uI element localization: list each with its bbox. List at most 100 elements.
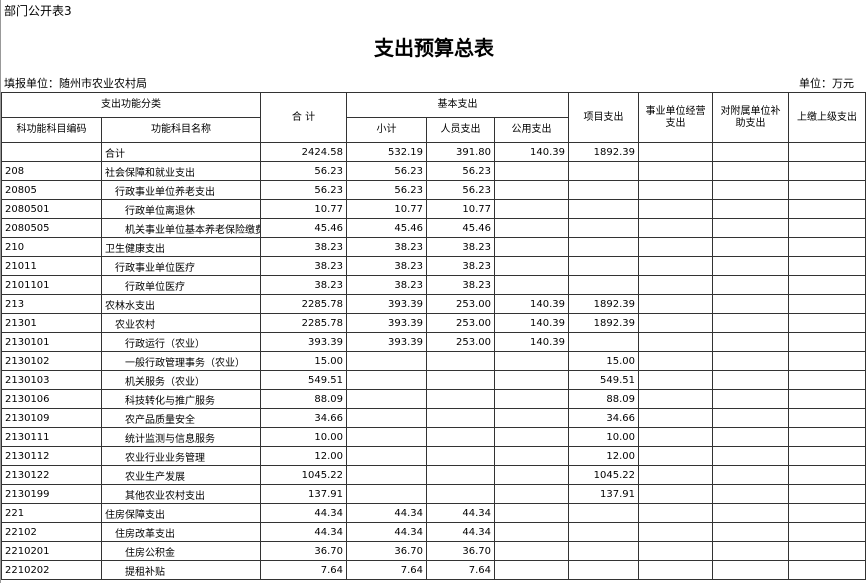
amount-cell: 88.09 — [568, 389, 640, 409]
data-row: 2130112 农业行业业务管理 12.00 12.00 — [1, 446, 866, 466]
name-cell: 住房保障支出 — [101, 503, 261, 523]
amount-cell: 2285.78 — [260, 294, 347, 314]
amount-cell: 45.46 — [260, 218, 347, 238]
amount-cell — [788, 218, 866, 238]
amount-cell — [788, 370, 866, 390]
amount-cell: 56.23 — [426, 161, 495, 181]
amount-cell — [346, 370, 427, 390]
data-row: 合计 2424.58 532.19 391.80 140.39 1892.39 — [1, 142, 866, 162]
data-row: 2130101 行政运行（农业） 393.39 393.39 253.00 140.39 — [1, 332, 866, 352]
name-cell: 其他农业农村支出 — [101, 484, 261, 504]
amount-cell: 2285.78 — [260, 313, 347, 333]
name-cell: 住房改革支出 — [101, 522, 261, 542]
amount-cell — [493, 446, 570, 466]
amount-cell — [712, 427, 790, 447]
data-row: 2130106 科技转化与推广服务 88.09 88.09 — [1, 389, 866, 409]
data-row: 210 卫生健康支出 38.23 38.23 38.23 — [1, 237, 866, 257]
code-cell: 208 — [1, 161, 102, 181]
amount-cell — [788, 408, 866, 428]
amount-cell — [712, 218, 790, 238]
amount-cell — [712, 484, 790, 504]
amount-cell — [346, 427, 427, 447]
code-cell: 22102 — [1, 522, 102, 542]
amount-cell: 7.64 — [260, 560, 347, 580]
amount-cell — [346, 408, 427, 428]
amount-cell: 393.39 — [260, 332, 347, 352]
data-row: 2080501 行政单位离退休 10.77 10.77 10.77 — [1, 199, 866, 219]
amount-cell — [493, 275, 570, 295]
amount-cell — [638, 161, 714, 181]
amount-cell: 38.23 — [426, 275, 495, 295]
amount-cell: 1045.22 — [260, 465, 347, 485]
amount-cell: 38.23 — [346, 237, 427, 257]
name-cell: 社会保障和就业支出 — [101, 161, 261, 181]
name-cell: 农业生产发展 — [101, 465, 261, 485]
amount-cell — [638, 180, 714, 200]
amount-cell — [788, 142, 866, 162]
data-row: 2130103 机关服务（农业） 549.51 549.51 — [1, 370, 866, 390]
amount-cell: 44.34 — [346, 503, 427, 523]
amount-cell — [568, 275, 640, 295]
amount-cell: 15.00 — [260, 351, 347, 371]
amount-cell — [638, 408, 714, 428]
amount-cell — [712, 180, 790, 200]
amount-cell: 2424.58 — [260, 142, 347, 162]
title: 支出预算总表 — [374, 36, 494, 60]
amount-cell: 140.39 — [493, 313, 570, 333]
amount-cell — [638, 256, 714, 276]
amount-cell — [712, 142, 790, 162]
amount-cell — [712, 332, 790, 352]
name-cell: 一般行政管理事务（农业） — [101, 351, 261, 371]
amount-cell: 12.00 — [568, 446, 640, 466]
amount-cell — [568, 522, 640, 542]
amount-cell: 56.23 — [346, 180, 427, 200]
header-row: 支出功能分类 合 计 基本支出 项目支出 事业单位经营支出 对附属单位补助支出 … — [1, 92, 866, 143]
amount-cell — [712, 541, 790, 561]
amount-cell — [638, 446, 714, 466]
amount-cell — [638, 370, 714, 390]
sheet-label: 部门公开表3 — [4, 4, 72, 18]
amount-cell: 38.23 — [346, 256, 427, 276]
amount-cell: 38.23 — [260, 275, 347, 295]
amount-cell — [712, 389, 790, 409]
amount-cell — [712, 313, 790, 333]
amount-cell: 44.34 — [426, 503, 495, 523]
amount-cell: 44.34 — [260, 503, 347, 523]
amount-cell — [493, 161, 570, 181]
amount-cell — [788, 427, 866, 447]
amount-cell: 253.00 — [426, 332, 495, 352]
name-cell: 行政事业单位医疗 — [101, 256, 261, 276]
code-cell: 2130109 — [1, 408, 102, 428]
amount-cell — [712, 237, 790, 257]
amount-cell: 38.23 — [260, 237, 347, 257]
name-cell: 行政事业单位养老支出 — [101, 180, 261, 200]
amount-cell — [712, 503, 790, 523]
amount-cell — [788, 484, 866, 504]
amount-cell — [493, 465, 570, 485]
amount-cell — [426, 370, 495, 390]
amount-cell — [568, 332, 640, 352]
code-cell: 2130111 — [1, 427, 102, 447]
code-cell: 21301 — [1, 313, 102, 333]
code-cell: 2130122 — [1, 465, 102, 485]
code-cell: 2130101 — [1, 332, 102, 352]
amount-cell — [346, 484, 427, 504]
amount-cell — [712, 275, 790, 295]
header-cell: 对附属单位补助支出 — [712, 92, 790, 143]
amount-cell: 34.66 — [260, 408, 347, 428]
amount-cell — [493, 484, 570, 504]
amount-cell: 44.34 — [346, 522, 427, 542]
amount-cell: 393.39 — [346, 294, 427, 314]
code-cell: 2210202 — [1, 560, 102, 580]
amount-cell — [638, 522, 714, 542]
amount-cell — [712, 351, 790, 371]
amount-cell: 393.39 — [346, 313, 427, 333]
amount-cell — [638, 389, 714, 409]
amount-cell — [638, 142, 714, 162]
amount-cell: 10.77 — [426, 199, 495, 219]
amount-cell — [788, 275, 866, 295]
amount-cell: 12.00 — [260, 446, 347, 466]
amount-cell — [638, 199, 714, 219]
name-cell: 农林水支出 — [101, 294, 261, 314]
amount-cell — [493, 541, 570, 561]
